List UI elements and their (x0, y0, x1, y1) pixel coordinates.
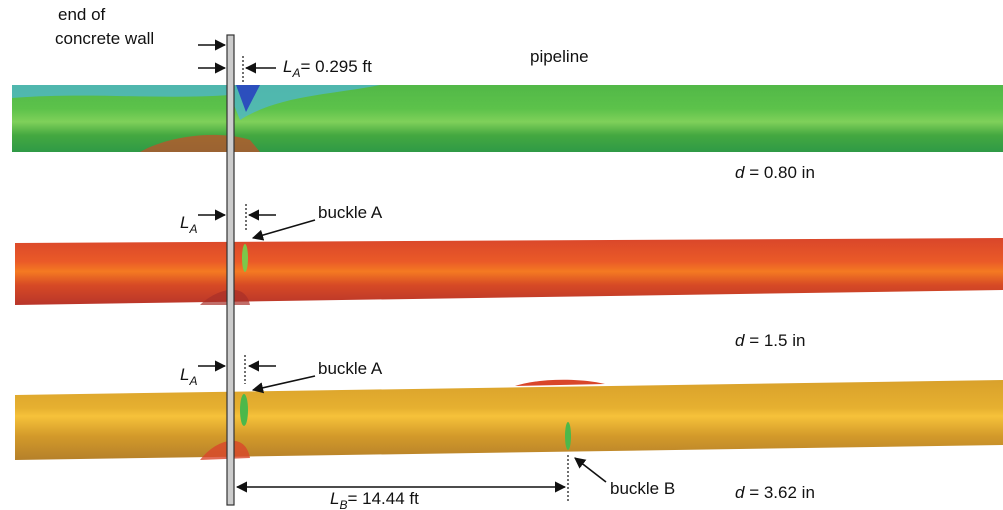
buckle-mark (242, 244, 248, 272)
arrow (253, 220, 315, 238)
text-part: = 0.295 ft (300, 57, 372, 76)
wall-label: end of (58, 5, 106, 24)
pipeline-label: pipeline (530, 47, 589, 66)
concrete-wall (227, 35, 234, 505)
text-part: = 0.80 in (749, 163, 815, 182)
arrow (253, 376, 315, 390)
text-part: A (188, 374, 197, 388)
offset-label: LA (180, 213, 197, 236)
displacement-label: d = 3.62 in (735, 483, 815, 502)
buckle-label: buckle A (318, 359, 383, 378)
pipe-d362 (15, 380, 1003, 460)
text-part: L (180, 213, 189, 232)
buckle-mark (565, 422, 571, 450)
arrow (575, 458, 606, 482)
text-part: d (735, 163, 745, 182)
figure: end of concrete wall LA= 0.295 ft pipeli… (0, 0, 1003, 510)
text-part: A (188, 222, 197, 236)
offset-label: LA (180, 365, 197, 388)
text-part: = 14.44 ft (347, 489, 419, 508)
pipe-d15 (15, 238, 1003, 305)
pipe-stress-region (515, 380, 605, 386)
offset-label: LA= 0.295 ft (283, 57, 372, 80)
wall-label: concrete wall (55, 29, 154, 48)
text-part: = 1.5 in (749, 331, 805, 350)
text-part: L (180, 365, 189, 384)
text-part: A (291, 66, 300, 80)
text-part: L (283, 57, 292, 76)
displacement-label: d = 1.5 in (735, 331, 805, 350)
text-part: L (330, 489, 339, 508)
text-part: = 3.62 in (749, 483, 815, 502)
buckle-label: buckle B (610, 479, 675, 498)
buckle-mark (240, 394, 248, 426)
text-part: d (735, 331, 745, 350)
text-part: d (735, 483, 745, 502)
buckle-label: buckle A (318, 203, 383, 222)
spacing-label: LB= 14.44 ft (330, 489, 419, 510)
text-part: B (339, 498, 347, 510)
displacement-label: d = 0.80 in (735, 163, 815, 182)
